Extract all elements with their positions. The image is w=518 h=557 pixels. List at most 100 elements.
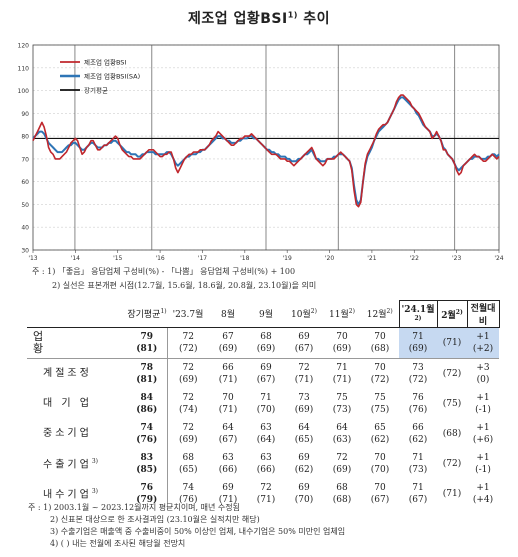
diff-cell: +1 (+4) — [472, 483, 494, 505]
table-header-cell: '24.1월2) — [398, 300, 438, 328]
value-cell: 72 (71) — [294, 363, 314, 385]
avg-cell: 79 (81) — [127, 327, 168, 359]
bsi-table: 장기평균1) '23.7월 8월 9월 10월2) 11월2) 12월2) '2… — [27, 300, 500, 509]
value-cell: 69 (62) — [294, 453, 314, 475]
value-cell: 72 (69) — [179, 423, 198, 445]
value-cell: 73 (72) — [408, 363, 428, 385]
value-cell: 71 (73) — [408, 453, 428, 475]
value-cell: (72) — [442, 459, 462, 469]
value-cell: 75 (75) — [370, 393, 390, 415]
row-label: 수출기업3) — [43, 458, 98, 471]
value-cell: 71 (67) — [408, 483, 428, 505]
table-row: 대 기 업 84 (86) 72 (74) 70 (71) 71 (70) 73 (69) 75 (73… — [27, 389, 499, 419]
value-cell: 74 (76) — [179, 483, 198, 505]
diff-cell: +1 (-1) — [475, 393, 491, 415]
value-cell: (71) — [437, 327, 467, 359]
value-cell: 70 (69) — [323, 327, 361, 359]
y-tick-label: 100 — [18, 88, 30, 95]
x-tick-label: '17 — [198, 255, 207, 260]
value-cell: 70 (68) — [361, 327, 399, 359]
value-cell: 63 (66) — [256, 453, 276, 475]
value-cell: 71 (69) — [399, 327, 437, 359]
value-cell: 64 (67) — [218, 423, 238, 445]
chart-legend: 제조업 업황BSI 제조업 업황BSI(SA) 장기평균 — [60, 58, 140, 95]
avg-cell: 84 (86) — [127, 389, 168, 419]
y-tick-label: 60 — [21, 179, 29, 186]
table-row: 업 황 79 (81) 72 (72) 67 (69) 68 (69) 69 (67) 70 (69) 7… — [27, 327, 499, 359]
value-cell: 68 (65) — [179, 453, 198, 475]
y-tick-label: 30 — [21, 248, 29, 255]
row-label: 대 기 업 — [43, 398, 92, 409]
value-cell: (72) — [442, 369, 462, 379]
value-cell: 72 (71) — [256, 483, 276, 505]
avg-cell: 83 (85) — [127, 449, 168, 479]
value-cell: 68 (69) — [247, 327, 285, 359]
table-row: 계절조정 78 (81) 72 (69) 66 (71) 69 (67) 72 (71) 71 (71)… — [27, 358, 499, 389]
value-cell: 69 (71) — [218, 483, 238, 505]
table-header-cell: '23.7월 — [167, 300, 209, 328]
table-note-2: 2) 신표본 대상으로 한 조사결과임 (23.10월은 실적치만 해당) — [50, 515, 260, 524]
value-cell: 66 (71) — [218, 363, 238, 385]
table-row: 중소기업 74 (76) 72 (69) 64 (67) 63 (64) 64 (65) 64 (63)… — [27, 419, 499, 449]
avg-cell: 78 (81) — [127, 358, 168, 389]
value-cell: (68) — [442, 429, 462, 439]
value-cell: 72 (72) — [167, 327, 209, 359]
legend-label: 장기평균 — [84, 86, 108, 95]
table-header-cell: 장기평균1) — [127, 300, 167, 328]
value-cell: 63 (64) — [256, 423, 276, 445]
x-tick-label: '14 — [71, 255, 80, 260]
table-row: 내수기업3) 76 (79) 74 (76) 69 (71) 72 (71) 69 (70) 68 (6… — [27, 479, 499, 509]
value-cell: 68 (68) — [332, 483, 352, 505]
value-cell: 66 (62) — [408, 423, 428, 445]
x-tick-label: '19 — [283, 255, 292, 260]
table-header-blank — [27, 300, 127, 328]
avg-cell: 74 (76) — [127, 419, 168, 449]
value-cell: 72 (74) — [179, 393, 198, 415]
value-cell: 70 (71) — [218, 393, 238, 415]
x-tick-label: '23 — [452, 255, 461, 260]
value-cell: 64 (63) — [332, 423, 352, 445]
value-cell: 69 (70) — [294, 483, 314, 505]
value-cell: 70 (72) — [370, 363, 390, 385]
value-cell: 70 (67) — [370, 483, 390, 505]
x-tick-label: '18 — [240, 255, 249, 260]
y-tick-label: 120 — [18, 43, 30, 50]
value-cell: 73 (69) — [294, 393, 314, 415]
y-tick-label: 90 — [21, 111, 29, 118]
table-row: 수출기업3) 83 (85) 68 (65) 63 (66) 63 (66) 69 (62) 72 (6… — [27, 449, 499, 479]
row-label: 내수기업3) — [43, 488, 98, 501]
table-note-3: 3) 수출기업은 매출액 중 수출비중이 50% 이상인 업체, 내수기업은 5… — [50, 527, 346, 536]
avg-cell: 76 (79) — [127, 479, 168, 509]
table-note-1: 주 : 1) 2003.1월 ~ 2023.12월까지 평균치이며, 매년 수정… — [28, 503, 240, 512]
table-header-cell: 2월2) — [436, 300, 468, 328]
x-tick-label: '22 — [410, 255, 419, 260]
value-cell: 71 (70) — [256, 393, 276, 415]
table-header-cell: 9월 — [247, 300, 285, 328]
x-tick-label: '13 — [28, 255, 37, 260]
value-cell: 65 (62) — [370, 423, 390, 445]
row-label: 중소기업 — [43, 428, 92, 439]
value-cell: 70 (70) — [370, 453, 390, 475]
y-tick-label: 110 — [18, 65, 30, 72]
value-cell: 71 (71) — [332, 363, 352, 385]
y-tick-label: 70 — [21, 156, 29, 163]
value-cell: 69 (67) — [285, 327, 323, 359]
value-cell: 64 (65) — [294, 423, 314, 445]
y-tick-label: 80 — [21, 134, 29, 141]
page-title: 제조업 업황BSI1) 추이 — [187, 10, 331, 27]
diff-cell: +1 (-1) — [475, 453, 491, 475]
x-tick-label: '15 — [113, 255, 122, 260]
value-cell: (75) — [442, 399, 462, 409]
row-label: 계절조정 — [43, 368, 92, 379]
x-tick-label: '20 — [325, 255, 334, 260]
diff-cell: +3 (0) — [476, 363, 490, 385]
x-tick-label: '16 — [155, 255, 164, 260]
chart-series — [32, 94, 500, 208]
diff-cell: +1 (+2) — [467, 327, 499, 359]
table-header-cell: 11월2) — [323, 300, 361, 328]
value-cell: 63 (66) — [218, 453, 238, 475]
table-header-cell: 10월2) — [285, 300, 323, 328]
diff-cell: +1 (+6) — [472, 423, 494, 445]
y-tick-label: 40 — [21, 225, 29, 232]
